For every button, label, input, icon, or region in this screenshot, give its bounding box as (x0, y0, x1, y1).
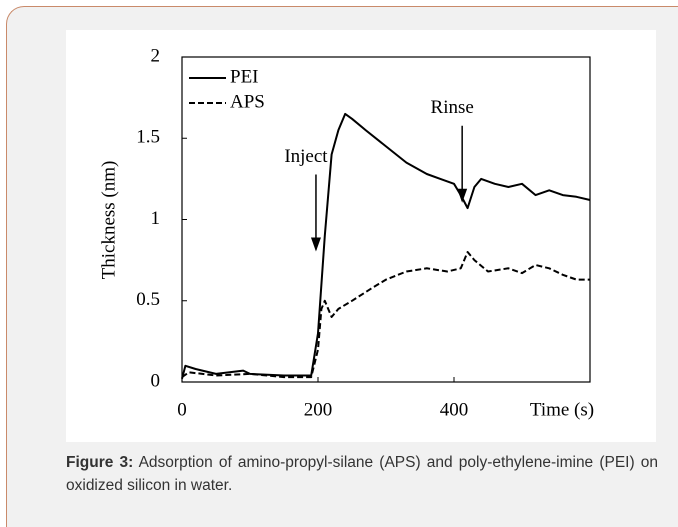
chart: Thickness (nm) Time (s) 0 0.5 1 1.5 2 0 200 400… (66, 30, 656, 442)
y-tick-label: 1.5 (136, 127, 160, 148)
annotation: Rinse (431, 97, 474, 118)
caption-text: Adsorption of amino-propyl-silane (APS) … (66, 454, 659, 494)
series-line (181, 251, 590, 379)
chart-background (66, 30, 656, 442)
y-tick-label: 1 (151, 208, 161, 229)
x-axis-label: Time (s) (530, 399, 594, 420)
caption: Figure 3: Adsorption of amino-propyl-sil… (66, 451, 658, 497)
x-tick-label: 0 (177, 399, 187, 420)
y-axis-label: Thickness (nm) (98, 161, 119, 280)
annotation: Inject (284, 146, 328, 167)
y-tick-label: 0 (151, 370, 161, 391)
x-tick-label: 200 (304, 399, 333, 420)
x-tick-label: 400 (440, 399, 469, 420)
annotation-arrowhead (310, 237, 321, 252)
y-tick-label: 2 (151, 45, 161, 66)
y-tick-label: 0.5 (136, 289, 160, 310)
caption-label: Figure 3: (66, 454, 134, 471)
legend-label: PEI (230, 66, 259, 87)
annotation-arrowhead (457, 188, 468, 203)
legend-label: APS (230, 91, 265, 112)
